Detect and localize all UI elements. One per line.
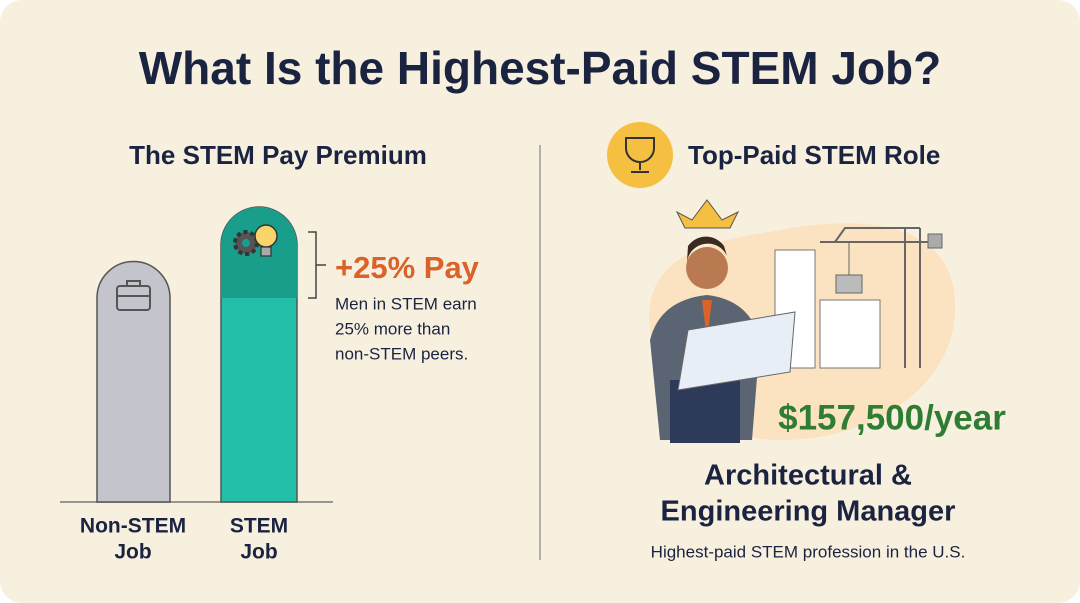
role: Engineering Manager xyxy=(661,496,956,528)
role: Architectural & xyxy=(704,460,912,492)
salary: $157,500/year xyxy=(778,398,1006,437)
premium-headline: +25% Pay xyxy=(335,250,480,285)
non-stem-bar xyxy=(96,260,171,503)
illustration xyxy=(649,199,956,443)
premium-text: Men in STEM earn xyxy=(335,294,477,313)
left-heading: The STEM Pay Premium xyxy=(129,140,427,170)
bracket xyxy=(308,231,326,299)
note: Highest-paid STEM profession in the U.S. xyxy=(651,542,966,561)
bar-label: Non-STEM xyxy=(80,515,186,538)
gear-bulb-icon xyxy=(233,224,278,257)
stem-bar-top xyxy=(221,207,297,298)
trophy-badge xyxy=(607,122,673,188)
trophy-icon xyxy=(625,137,655,173)
right-heading: Top-Paid STEM Role xyxy=(688,140,940,170)
title: What Is the Highest-Paid STEM Job? xyxy=(139,42,941,94)
bar-label: Job xyxy=(240,541,277,564)
bar-label: STEM xyxy=(230,515,288,538)
bar-label: Job xyxy=(114,541,151,564)
briefcase-icon xyxy=(116,280,151,311)
premium-text: 25% more than xyxy=(335,319,450,338)
premium-text: non-STEM peers. xyxy=(335,344,468,363)
